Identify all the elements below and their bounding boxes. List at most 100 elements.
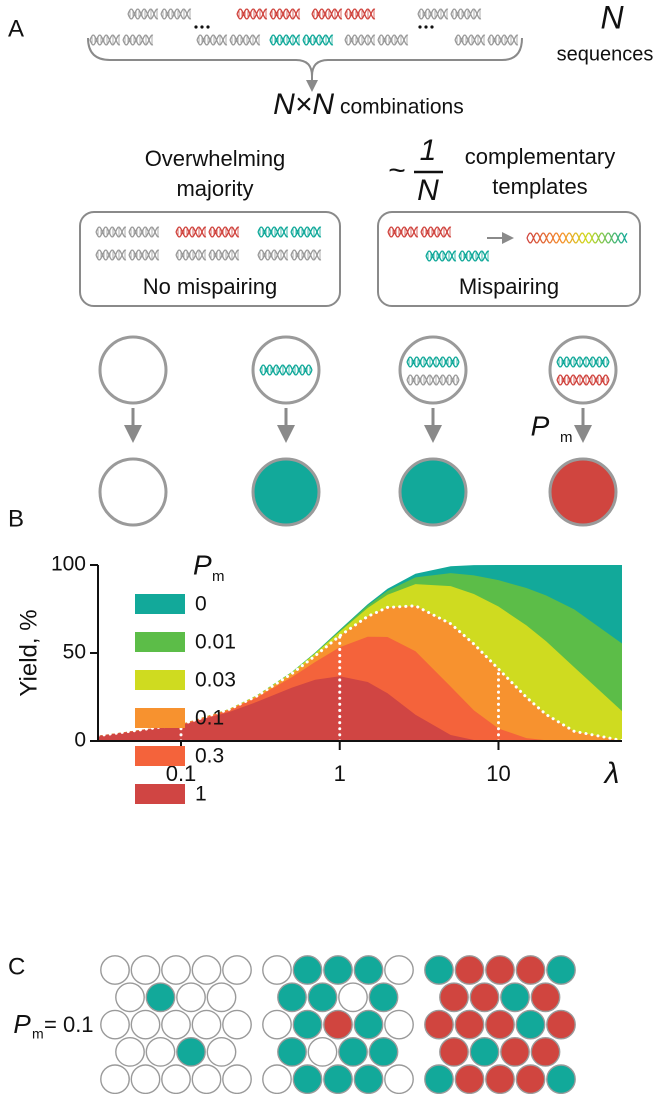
legend-label: 0.1 <box>195 707 224 730</box>
droplet <box>550 459 616 525</box>
cell-droplet <box>425 1010 453 1038</box>
x-axis-label: λ <box>603 757 620 790</box>
fraction-numerator: 1 <box>420 134 437 167</box>
dna-icon <box>230 35 260 45</box>
fraction-prefix: ~ <box>388 154 406 187</box>
dna-icon <box>123 35 153 45</box>
legend-title: P <box>193 549 212 580</box>
legend-label: 1 <box>195 783 207 806</box>
box-label: No mispairing <box>143 274 278 299</box>
droplet <box>100 459 166 525</box>
cell-droplet <box>308 1038 336 1066</box>
cell-droplet <box>293 1010 321 1038</box>
box-label: Mispairing <box>459 274 559 299</box>
cell-droplet <box>425 956 453 984</box>
dna-icon <box>270 9 300 19</box>
cell-droplet <box>455 1065 483 1093</box>
x-tick-label: 10 <box>486 761 510 786</box>
templates-text: complementary <box>465 144 615 169</box>
cell-droplet <box>207 1038 235 1066</box>
cell-droplet <box>470 983 498 1011</box>
cell-droplet <box>162 1065 190 1093</box>
legend-swatch <box>135 594 185 614</box>
dna-icon <box>258 227 288 237</box>
droplet <box>550 337 616 403</box>
cell-droplet <box>146 983 174 1011</box>
figure: A B C N sequences N×N combinations Overw… <box>0 0 660 1094</box>
legend-swatch <box>135 670 185 690</box>
cell-droplet <box>470 1038 498 1066</box>
cell-droplet <box>116 1038 144 1066</box>
dna-icon <box>237 9 267 19</box>
dna-icon <box>345 35 375 45</box>
dna-icon <box>345 9 375 19</box>
cell-droplet <box>385 956 413 984</box>
cell-droplet <box>369 983 397 1011</box>
cell-droplet <box>223 1065 251 1093</box>
panel-label: A <box>8 15 24 42</box>
cell-droplet <box>177 1038 205 1066</box>
dna-icon <box>129 250 159 260</box>
legend-label: 0.01 <box>195 631 236 654</box>
dna-icon <box>459 251 489 261</box>
ellipsis-dot <box>424 25 427 28</box>
droplet <box>253 459 319 525</box>
dna-icon <box>378 35 408 45</box>
pm-symbol: P <box>531 410 550 441</box>
dna-icon <box>418 9 448 19</box>
cell-droplet <box>516 956 544 984</box>
cell-droplet <box>131 1065 159 1093</box>
cell-droplet <box>192 1010 220 1038</box>
panel-label: B <box>8 505 24 532</box>
cell-droplet <box>177 983 205 1011</box>
cell-droplet <box>516 1065 544 1093</box>
dna-icon <box>303 35 333 45</box>
combinations-text: combinations <box>340 96 464 119</box>
cell-droplet <box>339 983 367 1011</box>
cell-droplet <box>486 1065 514 1093</box>
legend-swatch <box>135 746 185 766</box>
pm-subscript: m <box>32 1026 44 1042</box>
dna-icon <box>258 250 288 260</box>
ellipsis-dot <box>418 25 421 28</box>
cell-droplet <box>486 956 514 984</box>
legend-label: 0.03 <box>195 669 236 692</box>
cell-droplet <box>547 956 575 984</box>
dna-icon <box>129 227 159 237</box>
combinations-formula: N×N <box>273 88 334 121</box>
cell-droplet <box>131 1010 159 1038</box>
cell-droplet <box>293 1065 321 1093</box>
pm-subscript: m <box>560 429 573 446</box>
cell-droplet <box>354 956 382 984</box>
dna-icon <box>176 250 206 260</box>
y-axis-label: Yield, % <box>15 609 42 696</box>
droplet <box>400 459 466 525</box>
dna-icon <box>291 250 321 260</box>
legend-swatch <box>135 708 185 728</box>
dna-icon <box>312 9 342 19</box>
cell-droplet <box>516 1010 544 1038</box>
cell-droplet <box>263 956 291 984</box>
cell-droplet <box>263 1010 291 1038</box>
sequences-label: sequences <box>557 43 654 65</box>
cell-droplet <box>339 1038 367 1066</box>
cell-droplet <box>501 1038 529 1066</box>
cell-droplet <box>324 956 352 984</box>
cell-droplet <box>146 1038 174 1066</box>
dna-icon <box>488 35 518 45</box>
dna-icon <box>426 251 456 261</box>
cell-droplet <box>324 1010 352 1038</box>
majority-text: Overwhelming <box>145 146 286 171</box>
dna-icon <box>421 227 451 237</box>
dna-icon <box>96 250 126 260</box>
dna-icon <box>209 250 239 260</box>
cell-droplet <box>440 1038 468 1066</box>
cell-droplet <box>131 956 159 984</box>
cell-droplet <box>101 1065 129 1093</box>
ellipsis-dot <box>194 25 197 28</box>
cell-droplet <box>263 1065 291 1093</box>
pm-symbol: P <box>13 1009 31 1039</box>
cell-droplet <box>455 1010 483 1038</box>
cell-droplet <box>162 1010 190 1038</box>
dna-icon <box>270 35 300 45</box>
